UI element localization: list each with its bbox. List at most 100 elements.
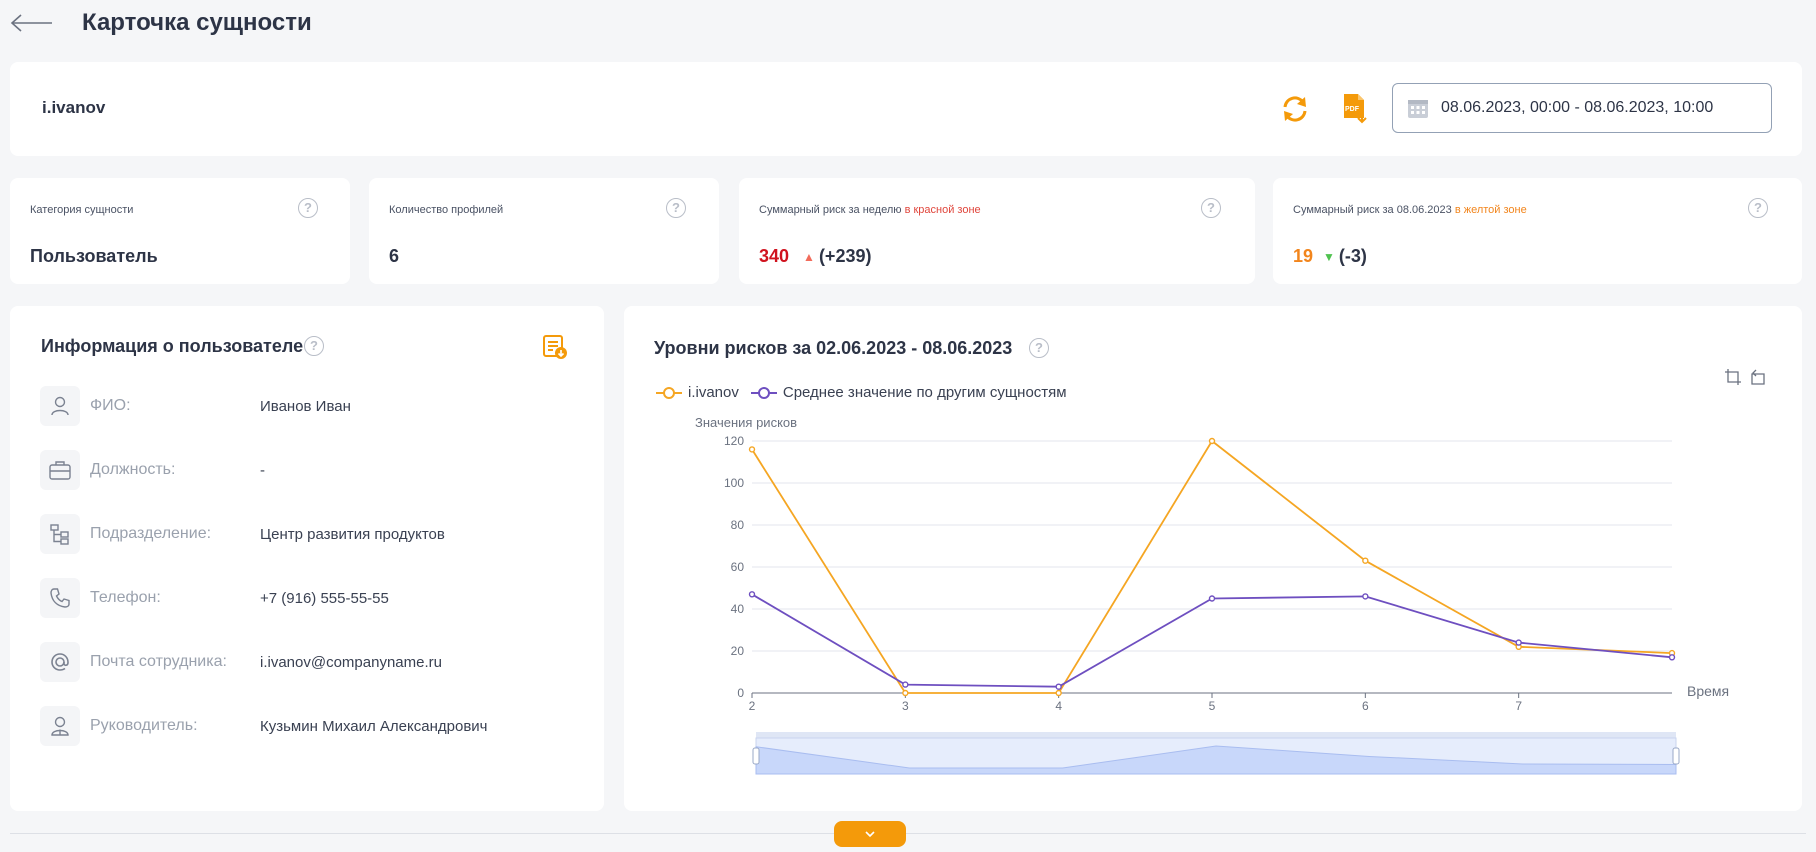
legend-line-marker-icon	[656, 386, 682, 399]
kpi-value: 340 ▲ (+239)	[759, 246, 871, 267]
help-icon[interactable]: ?	[1201, 198, 1221, 218]
kpi-daily-risk: Суммарный риск за 08.06.2023 в желтой зо…	[1273, 178, 1802, 284]
chart-title: Уровни рисков за 02.06.2023 - 08.06.2023	[654, 338, 1013, 358]
kpi-value: Пользователь	[30, 246, 158, 266]
x-tick-label: 4	[1055, 699, 1062, 713]
legend-label: i.ivanov	[688, 384, 739, 401]
reset-zoom-icon[interactable]	[1749, 368, 1767, 386]
info-row-email: Почта сотрудника: i.ivanov@companyname.r…	[40, 642, 442, 682]
org-structure-icon	[40, 514, 80, 554]
y-tick-label: 20	[731, 644, 745, 658]
x-axis-label: Время	[1687, 683, 1729, 699]
expand-button[interactable]	[834, 821, 906, 847]
kpi-entity-category: Категория сущности ? Пользователь	[10, 178, 350, 284]
at-icon	[40, 642, 80, 682]
help-icon[interactable]: ?	[666, 198, 686, 218]
info-value: Центр развития продуктов	[260, 525, 445, 543]
x-tick-label: 5	[1209, 699, 1216, 713]
x-tick-label: 7	[1515, 699, 1522, 713]
risk-value: 340	[759, 246, 790, 266]
info-label: Подразделение:	[90, 525, 212, 542]
export-document-icon[interactable]	[542, 334, 568, 360]
info-row-department: Подразделение: Центр развития продуктов	[40, 514, 445, 554]
manager-icon	[40, 706, 80, 746]
chevron-down-icon	[865, 831, 875, 838]
info-row-fio: ФИО: Иванов Иван	[40, 386, 351, 426]
legend-line-marker-icon	[750, 386, 777, 399]
info-row-phone: Телефон: +7 (916) 555-55-55	[40, 578, 389, 618]
info-value: Иванов Иван	[260, 397, 351, 415]
chart-legend: i.ivanov Среднее значение по другим сущн…	[656, 384, 1079, 401]
calendar-icon	[1408, 100, 1428, 118]
data-point	[1668, 654, 1676, 661]
arrow-down-icon: ▼	[1323, 249, 1335, 264]
data-point	[1362, 557, 1369, 564]
zoom-handle-right[interactable]	[1672, 747, 1680, 765]
entity-header-card: i.ivanov PDF 08.06.2023, 00:00 - 08.06.2…	[10, 62, 1802, 156]
zone-label: в красной зоне	[904, 204, 981, 216]
data-point	[1362, 593, 1369, 600]
kpi-weekly-risk: Суммарный риск за неделю в красной зоне …	[739, 178, 1255, 284]
x-tick-label: 2	[749, 699, 756, 713]
data-point	[1515, 639, 1522, 646]
legend-label: Среднее значение по другим сущностям	[782, 384, 1067, 401]
arrow-up-icon: ▲	[803, 249, 815, 264]
date-range-picker[interactable]: 08.06.2023, 00:00 - 08.06.2023, 10:00	[1392, 83, 1772, 133]
y-tick-label: 80	[731, 518, 745, 532]
user-info-card: Информация о пользователе ? ФИО: Иванов …	[10, 306, 604, 811]
kpi-label: Категория сущности	[30, 204, 134, 216]
zoom-slider-preview	[755, 745, 1677, 775]
kpi-value: 6	[389, 246, 400, 266]
crop-zoom-icon[interactable]	[1724, 368, 1742, 386]
kpi-value: 19 ▼ (-3)	[1293, 246, 1367, 267]
info-row-manager: Руководитель: Кузьмин Михаил Александров…	[40, 706, 487, 746]
data-point	[902, 689, 909, 697]
data-point	[1055, 689, 1062, 697]
y-tick-label: 120	[724, 434, 744, 448]
info-label: ФИО:	[90, 397, 131, 414]
pdf-download-icon[interactable]: PDF	[1340, 92, 1370, 124]
info-value[interactable]: i.ivanov@companyname.ru	[260, 653, 442, 671]
zoom-handle-left[interactable]	[752, 747, 760, 765]
legend-item-average[interactable]: Среднее значение по другим сущностям	[750, 384, 1067, 401]
data-point	[1208, 595, 1216, 602]
y-tick-label: 40	[731, 602, 745, 616]
y-tick-label: 60	[731, 560, 745, 574]
info-row-position: Должность: -	[40, 450, 265, 490]
entity-name: i.ivanov	[42, 98, 106, 117]
data-point	[748, 446, 756, 453]
info-label: Руководитель:	[90, 717, 198, 734]
zone-label: в желтой зоне	[1454, 204, 1527, 216]
kpi-profiles-count: Количество профилей ? 6	[369, 178, 719, 284]
info-label: Телефон:	[90, 589, 161, 606]
data-point	[1208, 437, 1216, 445]
page-title: Карточка сущности	[82, 9, 312, 36]
help-icon[interactable]: ?	[304, 336, 324, 356]
kpi-label: Количество профилей	[389, 204, 504, 216]
legend-item-user[interactable]: i.ivanov	[656, 384, 739, 401]
info-value: +7 (916) 555-55-55	[260, 589, 389, 607]
page-header: Карточка сущности	[10, 6, 312, 40]
y-axis-label: Значения рисков	[695, 415, 797, 430]
phone-icon	[40, 578, 80, 618]
help-icon[interactable]: ?	[1029, 338, 1049, 358]
risk-value: 19	[1293, 246, 1314, 266]
data-point	[1055, 683, 1062, 690]
refresh-icon[interactable]	[1280, 94, 1310, 124]
series-line	[751, 593, 1673, 688]
info-label: Должность:	[90, 461, 176, 478]
help-icon[interactable]: ?	[298, 198, 318, 218]
data-point	[748, 591, 756, 598]
kpi-label: Суммарный риск за 08.06.2023 в желтой зо…	[1293, 204, 1527, 216]
briefcase-icon	[40, 450, 80, 490]
kpi-label: Суммарный риск за неделю в красной зоне	[759, 204, 981, 216]
y-tick-label: 0	[737, 686, 744, 700]
back-arrow-icon[interactable]	[10, 13, 54, 33]
data-point	[902, 681, 909, 688]
info-value: Кузьмин Михаил Александрович	[260, 717, 488, 735]
pdf-label: PDF	[1345, 106, 1360, 113]
help-icon[interactable]: ?	[1748, 198, 1768, 218]
risk-line-chart: 0 20 40 60 80 100 120 2 3 4 5 6 7 Значения рисков Врем…	[695, 415, 1729, 775]
zoom-slider-track	[756, 732, 1676, 738]
y-tick-label: 100	[724, 476, 744, 490]
